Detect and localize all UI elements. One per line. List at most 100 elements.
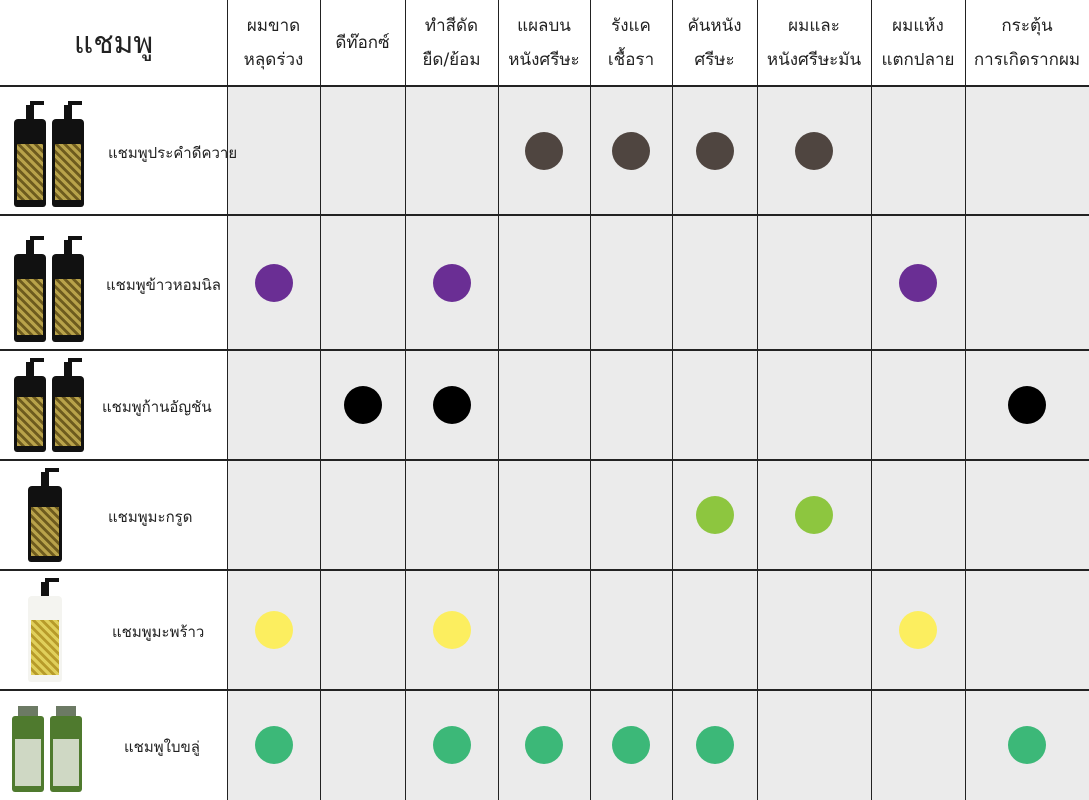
column-header-line: หนังศรีษะ <box>508 50 580 70</box>
table-cell <box>320 86 405 215</box>
indication-dot <box>1008 726 1046 764</box>
table-cell <box>227 350 320 460</box>
table-cell <box>498 460 590 570</box>
indication-dot <box>525 726 563 764</box>
corner-header: แชมพู <box>0 0 227 86</box>
indication-dot <box>695 131 734 170</box>
corner-label: แชมพู <box>73 25 154 61</box>
product-name: แชมพูมะพร้าว <box>112 623 205 641</box>
row-divider <box>0 569 1089 571</box>
indication-dot <box>795 496 833 534</box>
column-divider <box>671 0 673 800</box>
column-header: คันหนังศรีษะ <box>672 0 757 86</box>
indication-dot <box>695 726 734 764</box>
column-header: ผมขาดหลุดร่วง <box>227 0 320 86</box>
indication-dot <box>254 726 293 764</box>
black-pump-bottle-pair-icon <box>14 86 104 215</box>
indication-dot <box>525 131 563 170</box>
table-cell <box>320 460 405 570</box>
indication-dot <box>343 386 382 424</box>
indication-dot <box>432 726 471 764</box>
table-cell <box>965 460 1089 570</box>
column-header-line: ดีท๊อกซ์ <box>335 33 390 53</box>
black-pump-bottle-pair-icon <box>14 215 104 350</box>
indication-dot <box>795 131 833 170</box>
column-header: แผลบนหนังศรีษะ <box>498 0 590 86</box>
column-header-line: การเกิดรากผม <box>973 50 1081 70</box>
column-header-line: คันหนัง <box>687 16 742 36</box>
column-divider <box>756 0 758 800</box>
column-divider <box>964 0 966 800</box>
table-cell <box>498 215 590 350</box>
white-pump-bottle-icon <box>28 570 118 690</box>
column-header-line: ผมขาด <box>246 16 301 36</box>
row-divider <box>0 689 1089 691</box>
table-cell <box>965 215 1089 350</box>
product-name: แชมพูประคำดีควาย <box>108 143 238 162</box>
column-header-line: ทำสีดัด <box>424 16 479 36</box>
indication-dot <box>432 263 471 302</box>
column-header-line: รังแค <box>611 16 651 36</box>
table-cell <box>672 215 757 350</box>
indication-dot <box>432 611 471 649</box>
column-header-line: แผลบน <box>517 16 571 36</box>
indication-dot <box>899 611 937 649</box>
column-header: รังแคเชื้อรา <box>590 0 672 86</box>
product-name: แชมพูก้านอัญชัน <box>102 398 212 416</box>
column-header-line: ศรีษะ <box>694 50 735 70</box>
indication-dot <box>254 263 293 302</box>
column-header-line: เชื้อรา <box>607 50 655 70</box>
column-header: ทำสีดัด ยืด/ย้อม <box>405 0 498 86</box>
column-header-line: ผมแห้ง <box>892 16 944 36</box>
green-bottle-pair-icon <box>12 690 102 800</box>
table-cell <box>590 460 672 570</box>
column-divider <box>497 0 499 800</box>
table-cell <box>757 350 871 460</box>
column-header: ผมและหนังศรีษะมัน <box>757 0 871 86</box>
table-cell <box>227 86 320 215</box>
indication-dot <box>612 726 650 764</box>
table-cell <box>405 460 498 570</box>
table-cell <box>672 350 757 460</box>
column-header-line: หลุดร่วง <box>243 50 304 70</box>
table-cell <box>871 460 965 570</box>
column-header-line: แตกปลาย <box>881 50 955 70</box>
column-divider <box>319 0 321 800</box>
column-header: ดีท๊อกซ์ <box>320 0 405 86</box>
indication-dot <box>254 611 293 649</box>
table-cell <box>498 570 590 690</box>
table-cell <box>871 350 965 460</box>
indication-dot <box>899 263 937 302</box>
row-divider <box>0 459 1089 461</box>
black-pump-bottle-pair-icon <box>14 350 104 460</box>
indication-dot <box>695 496 734 534</box>
row-divider <box>0 85 1089 87</box>
table-cell <box>320 570 405 690</box>
column-divider <box>404 0 406 800</box>
indication-dot <box>432 386 471 424</box>
column-header-line: ผมและ <box>788 16 840 36</box>
column-header-line: กระตุ้น <box>1001 16 1053 36</box>
black-pump-bottle-icon <box>28 460 118 570</box>
product-name: แชมพูข้าวหอมนิล <box>106 275 221 294</box>
column-divider <box>589 0 591 800</box>
column-header: ผมแห้งแตกปลาย <box>871 0 965 86</box>
table-cell <box>672 570 757 690</box>
column-header: กระตุ้นการเกิดรากผม <box>965 0 1089 86</box>
row-divider <box>0 349 1089 351</box>
table-cell <box>590 570 672 690</box>
column-header-line: หนังศรีษะมัน <box>766 50 862 70</box>
table-cell <box>871 690 965 800</box>
table-cell <box>757 690 871 800</box>
table-cell <box>498 350 590 460</box>
indication-dot <box>1008 386 1046 424</box>
table-cell <box>965 86 1089 215</box>
column-divider <box>870 0 872 800</box>
table-cell <box>590 350 672 460</box>
table-cell <box>757 215 871 350</box>
table-cell <box>227 460 320 570</box>
table-cell <box>965 570 1089 690</box>
product-name: แชมพูมะกรูด <box>108 508 193 526</box>
table-cell <box>405 86 498 215</box>
